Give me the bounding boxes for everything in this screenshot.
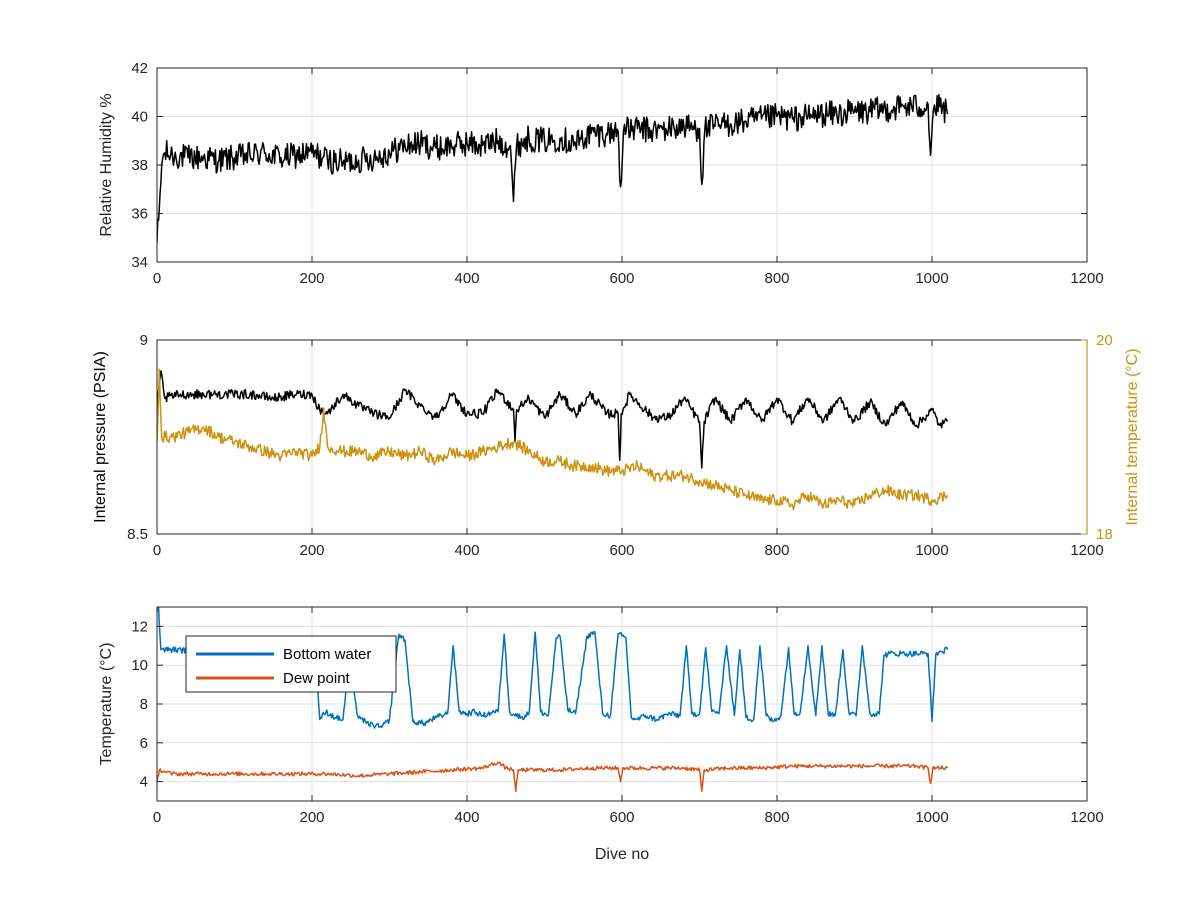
y-tick-label: 10 xyxy=(131,657,148,674)
x-tick-label: 1200 xyxy=(1070,270,1103,287)
x-tick-label: 0 xyxy=(153,270,161,287)
y-tick-label: 9 xyxy=(140,332,148,349)
y-tick-label: 4 xyxy=(140,774,148,791)
y-axis-label: Internal pressure (PSIA) xyxy=(92,351,109,523)
series-line-dew-point xyxy=(157,761,949,793)
x-tick-label: 800 xyxy=(764,270,789,287)
y-tick-label: 34 xyxy=(131,254,148,271)
x-tick-label: 1000 xyxy=(915,809,948,826)
x-tick-label: 200 xyxy=(299,809,324,826)
y-tick-label: 42 xyxy=(131,60,148,77)
pressure-temperature-panel: 0 200 400 600 800 1000 1200 8.5 9 18 20 Internal te… xyxy=(92,332,1141,559)
y-axis-label: Temperature (°C) xyxy=(98,643,115,766)
series-line-left-axis xyxy=(157,370,949,469)
x-tick-label: 400 xyxy=(454,270,479,287)
y-tick-label: 40 xyxy=(131,109,148,126)
x-tick-label: 0 xyxy=(153,542,161,559)
legend: Bottom water Dew point xyxy=(185,635,397,693)
y-tick-label: 8.5 xyxy=(127,526,148,543)
legend-box xyxy=(185,635,397,693)
right-y-axis-label: Internal temperature (°C) xyxy=(1124,348,1141,525)
x-tick-label: 1200 xyxy=(1070,809,1103,826)
legend-label-dew-point: Dew point xyxy=(283,670,351,687)
right-y-tick-label: 20 xyxy=(1096,332,1113,349)
x-tick-label: 800 xyxy=(764,542,789,559)
x-tick-label: 400 xyxy=(454,542,479,559)
right-y-tick-label: 18 xyxy=(1096,526,1113,543)
y-tick-label: 36 xyxy=(131,206,148,223)
y-tick-label: 6 xyxy=(140,735,148,752)
x-tick-label: 1000 xyxy=(915,270,948,287)
humidity-panel: 0 200 400 600 800 1000 1200 34 36 38 40 42 Relative … xyxy=(98,60,1104,287)
x-tick-label: 600 xyxy=(609,542,634,559)
x-tick-label: 600 xyxy=(609,809,634,826)
temperature-panel: 0 200 400 600 800 1000 1200 4 6 8 10 12 Temperature … xyxy=(98,606,1104,863)
x-tick-label: 200 xyxy=(299,542,324,559)
x-tick-label: 1000 xyxy=(915,542,948,559)
y-tick-label: 38 xyxy=(131,157,148,174)
x-tick-label: 800 xyxy=(764,809,789,826)
x-tick-label: 400 xyxy=(454,809,479,826)
x-tick-label: 200 xyxy=(299,270,324,287)
x-axis-label: Dive no xyxy=(595,846,649,863)
series-line-left-axis xyxy=(157,93,949,243)
series-line-right-axis xyxy=(157,368,949,511)
y-tick-label: 12 xyxy=(131,618,148,635)
x-tick-label: 600 xyxy=(609,270,634,287)
y-tick-label: 8 xyxy=(140,696,148,713)
x-tick-label: 1200 xyxy=(1070,542,1103,559)
x-tick-label: 0 xyxy=(153,809,161,826)
y-axis-label: Relative Humidity % xyxy=(98,93,115,236)
legend-label-bottom-water: Bottom water xyxy=(283,646,371,663)
